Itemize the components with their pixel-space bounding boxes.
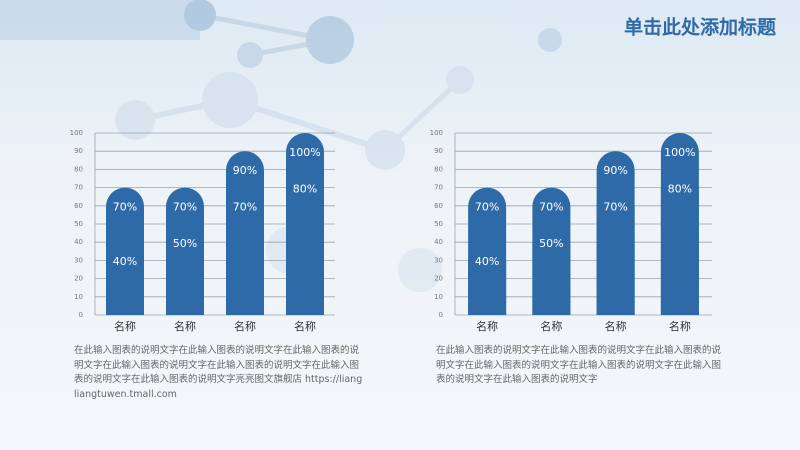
bar bbox=[106, 242, 144, 315]
y-tick-label: 100 bbox=[430, 129, 443, 137]
y-tick-label: 90 bbox=[74, 147, 83, 155]
bar bbox=[166, 224, 204, 315]
caption: 在此输入图表的说明文字在此输入图表的说明文字在此输入图表的说明文字在此输入图表的… bbox=[74, 345, 363, 400]
y-tick-label: 20 bbox=[434, 275, 443, 283]
x-tick-label: 名称 bbox=[114, 319, 136, 333]
y-tick-label: 20 bbox=[74, 275, 83, 283]
y-tick-label: 30 bbox=[434, 256, 443, 264]
data-label: 70% bbox=[539, 201, 563, 214]
y-tick-label: 60 bbox=[434, 202, 443, 210]
data-label: 40% bbox=[113, 255, 137, 268]
slide-title: 单击此处添加标题 bbox=[624, 16, 776, 39]
data-label: 70% bbox=[233, 201, 257, 214]
y-tick-label: 70 bbox=[74, 184, 83, 192]
bar bbox=[532, 224, 571, 315]
y-tick-label: 40 bbox=[74, 238, 83, 246]
y-tick-label: 90 bbox=[434, 147, 443, 155]
y-tick-label: 80 bbox=[434, 165, 443, 173]
x-tick-label: 名称 bbox=[294, 319, 316, 333]
y-tick-label: 0 bbox=[439, 311, 443, 319]
data-label: 70% bbox=[173, 201, 197, 214]
bar bbox=[660, 169, 699, 315]
y-tick-label: 10 bbox=[74, 293, 83, 301]
y-tick-label: 30 bbox=[74, 256, 83, 264]
y-tick-label: 50 bbox=[434, 220, 443, 228]
y-tick-label: 100 bbox=[70, 129, 83, 137]
x-tick-label: 名称 bbox=[669, 319, 691, 333]
y-tick-label: 50 bbox=[74, 220, 83, 228]
data-label: 40% bbox=[475, 255, 499, 268]
x-tick-label: 名称 bbox=[540, 319, 562, 333]
y-tick-label: 60 bbox=[74, 202, 83, 210]
data-label: 90% bbox=[603, 164, 627, 177]
y-tick-label: 40 bbox=[434, 238, 443, 246]
bar bbox=[596, 187, 635, 315]
data-label: 80% bbox=[668, 182, 692, 195]
y-tick-label: 0 bbox=[79, 311, 83, 319]
x-tick-label: 名称 bbox=[605, 319, 627, 333]
x-tick-label: 名称 bbox=[174, 319, 196, 333]
data-label: 100% bbox=[289, 146, 320, 159]
caption: 在此输入图表的说明文字在此输入图表的说明文字在此输入图表的说明文字在此输入图表的… bbox=[436, 345, 722, 385]
y-tick-label: 10 bbox=[434, 293, 443, 301]
data-label: 90% bbox=[233, 164, 257, 177]
data-label: 50% bbox=[539, 237, 563, 250]
bar bbox=[468, 242, 507, 315]
data-label: 70% bbox=[603, 201, 627, 214]
data-label: 70% bbox=[475, 201, 499, 214]
bar bbox=[286, 169, 324, 315]
data-label: 100% bbox=[664, 146, 695, 159]
y-tick-label: 80 bbox=[74, 165, 83, 173]
x-tick-label: 名称 bbox=[476, 319, 498, 333]
bar bbox=[226, 187, 264, 315]
data-label: 80% bbox=[293, 182, 317, 195]
data-label: 70% bbox=[113, 201, 137, 214]
y-tick-label: 70 bbox=[434, 184, 443, 192]
x-tick-label: 名称 bbox=[234, 319, 256, 333]
data-label: 50% bbox=[173, 237, 197, 250]
